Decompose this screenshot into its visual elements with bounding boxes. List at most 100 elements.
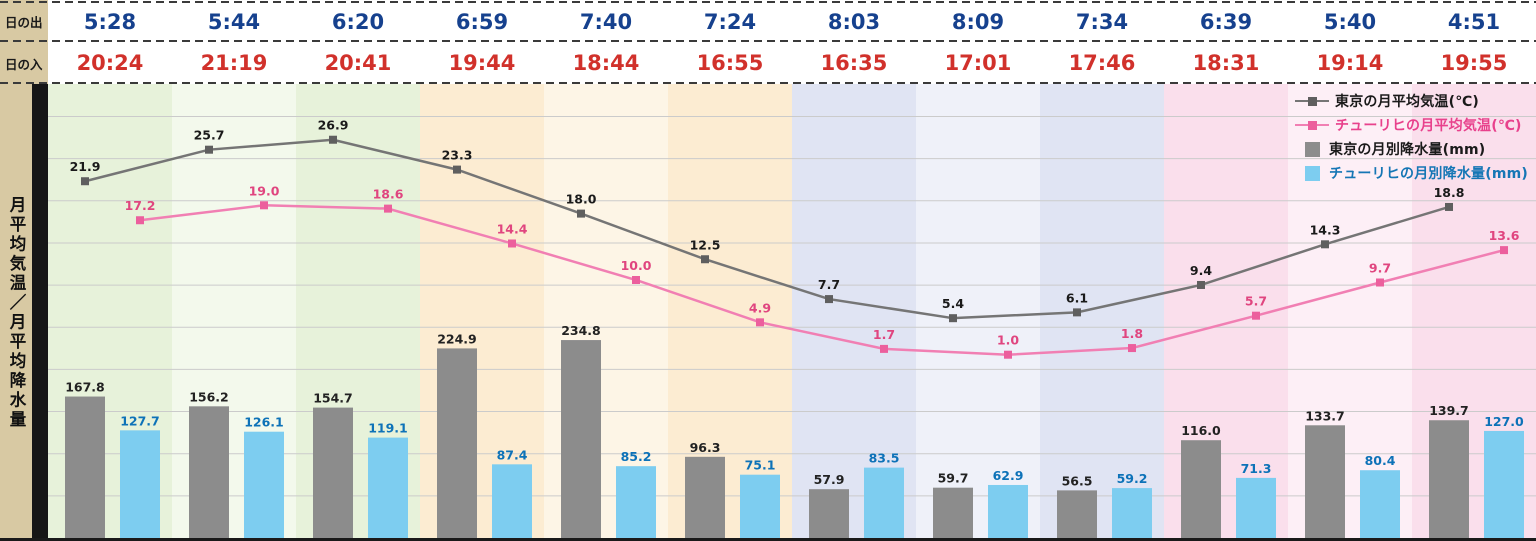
sunset-time: 18:44 xyxy=(572,51,640,75)
legend-label-zurich-temp: チューリヒの月平均気温(℃) xyxy=(1335,118,1522,134)
tokyo-precip-bar xyxy=(1429,420,1469,538)
tokyo-precip-value: 167.8 xyxy=(65,380,105,395)
tokyo-temp-value: 9.4 xyxy=(1190,263,1212,278)
sunset-time: 21:19 xyxy=(200,51,268,75)
sun-times-column: 6:20 20:41 xyxy=(296,0,420,84)
zurich-temp-marker xyxy=(1128,344,1136,353)
sun-times-column: 6:59 19:44 xyxy=(420,0,544,84)
zurich-temp-marker xyxy=(508,239,516,248)
zurich-precip-bar xyxy=(1236,477,1276,538)
sun-times-columns: 5:28 20:24 5:44 21:19 6:20 20:41 6:59 19:44 7:40… xyxy=(48,0,1536,84)
tokyo-precip-value: 59.7 xyxy=(938,471,969,486)
zurich-temp-value: 19.0 xyxy=(249,183,280,198)
tokyo-temp-line xyxy=(84,138,1450,320)
sunrise-time: 5:28 xyxy=(83,10,137,34)
tokyo-precip-value: 154.7 xyxy=(313,391,353,406)
zurich-temp-value: 1.8 xyxy=(1121,326,1143,341)
zurich-temp-value: 18.6 xyxy=(373,187,404,202)
zurich-temp-marker xyxy=(756,318,764,327)
season-band xyxy=(916,84,1040,538)
sunrise-row-label: 日の出 xyxy=(5,14,43,30)
tokyo-precip-bar xyxy=(933,487,973,538)
zurich-temp-marker xyxy=(632,276,640,284)
zurich-temp-value: 13.6 xyxy=(1489,228,1520,243)
tokyo-precip-bar xyxy=(685,456,725,538)
sunrise-time: 5:40 xyxy=(1323,10,1377,34)
zurich-temp-marker xyxy=(136,216,144,225)
tokyo-temp-marker xyxy=(81,177,89,186)
sun-times-column: 7:24 16:55 xyxy=(668,0,792,84)
zurich-temp-value: 14.4 xyxy=(497,221,528,236)
zurich-temp-value: 4.9 xyxy=(749,300,771,315)
zurich-precip-value: 127.7 xyxy=(120,413,160,428)
tokyo-precip-bar xyxy=(1305,425,1345,538)
zurich-temp-value: 1.0 xyxy=(997,333,1019,348)
sunset-time: 18:31 xyxy=(1192,51,1260,75)
zurich-temp-line-icon xyxy=(1295,120,1330,130)
sun-times-column: 5:44 21:19 xyxy=(172,0,296,84)
tokyo-temp-value: 12.5 xyxy=(690,237,721,252)
tokyo-precip-bar xyxy=(65,396,105,538)
zurich-precip-value: 80.4 xyxy=(1365,453,1396,468)
sunrise-time: 6:20 xyxy=(331,10,385,34)
zurich-precip-bar xyxy=(864,467,904,538)
zurich-temp-value: 5.7 xyxy=(1245,294,1267,309)
tokyo-precip-value: 96.3 xyxy=(690,440,721,455)
zurich-temp-value: 10.0 xyxy=(621,258,652,273)
legend-item-zurich-precip: チューリヒの月別降水量(mm) xyxy=(1295,163,1528,183)
tokyo-precip-square-icon xyxy=(1305,141,1321,157)
sun-times-column: 8:09 17:01 xyxy=(916,0,1040,84)
zurich-temp-marker xyxy=(1500,246,1508,255)
y-axis-sidebar: 月平均気温／月平均降水量 xyxy=(0,84,48,541)
zurich-precip-bar xyxy=(120,430,160,538)
tokyo-temp-value: 21.9 xyxy=(70,159,101,174)
sun-times-column: 4:51 19:55 xyxy=(1412,0,1536,84)
tokyo-precip-bar xyxy=(561,340,601,538)
zurich-precip-bar xyxy=(1360,470,1400,538)
tokyo-temp-value: 14.3 xyxy=(1310,222,1341,237)
tokyo-temp-value: 23.3 xyxy=(442,148,473,163)
tokyo-temp-value: 6.1 xyxy=(1066,290,1088,305)
zurich-temp-value: 17.2 xyxy=(125,198,156,213)
tokyo-precip-value: 133.7 xyxy=(1305,408,1345,423)
tokyo-temp-value: 5.4 xyxy=(942,296,964,311)
chart-legend: 東京の月平均気温(℃) チューリヒの月平均気温(℃) 東京の月別降水量(mm) … xyxy=(1295,91,1528,183)
tokyo-temp-value: 26.9 xyxy=(318,118,349,133)
zurich-temp-marker xyxy=(384,204,392,213)
tokyo-precip-bar xyxy=(313,407,353,538)
tokyo-temp-value: 25.7 xyxy=(194,128,225,143)
sunset-time: 19:44 xyxy=(448,51,516,75)
zurich-temp-value: 9.7 xyxy=(1369,260,1391,275)
tokyo-precip-value: 57.9 xyxy=(814,472,845,487)
legend-item-tokyo-temp: 東京の月平均気温(℃) xyxy=(1295,91,1528,111)
sun-times-column: 8:03 16:35 xyxy=(792,0,916,84)
chart-baseline xyxy=(0,538,1536,541)
tokyo-precip-bar xyxy=(1057,490,1097,538)
zurich-temp-marker xyxy=(1252,311,1260,320)
tokyo-temp-marker xyxy=(577,209,585,218)
sun-times-label-column: 日の出 日の入 xyxy=(0,0,48,84)
tokyo-precip-bar xyxy=(1181,440,1221,538)
sunset-time: 16:55 xyxy=(696,51,764,75)
tokyo-temp-marker xyxy=(1321,240,1329,249)
zurich-precip-bar xyxy=(368,437,408,538)
tokyo-temp-marker xyxy=(205,145,213,154)
zurich-precip-value: 75.1 xyxy=(745,458,776,473)
tokyo-precip-bar xyxy=(809,489,849,538)
legend-label-zurich-precip: チューリヒの月別降水量(mm) xyxy=(1329,166,1528,182)
zurich-precip-value: 59.2 xyxy=(1117,471,1148,486)
sun-times-column: 6:39 18:31 xyxy=(1164,0,1288,84)
zurich-precip-bar xyxy=(244,431,284,538)
zurich-precip-value: 62.9 xyxy=(993,468,1024,483)
sun-times-column: 7:40 18:44 xyxy=(544,0,668,84)
chart-canvas: 167.8 156.2 154.7 224.9 234.8 96.3 57.9 59.7 56.… xyxy=(48,84,1536,538)
tokyo-temp-marker xyxy=(825,295,833,304)
sun-times-column: 5:28 20:24 xyxy=(48,0,172,84)
sunset-time: 19:14 xyxy=(1316,51,1384,75)
sunset-time: 20:24 xyxy=(76,51,144,75)
sunrise-time: 7:24 xyxy=(703,10,757,34)
tokyo-temp-marker xyxy=(1445,202,1453,211)
zurich-precip-value: 126.1 xyxy=(244,415,284,430)
sunrise-time: 7:34 xyxy=(1075,10,1129,34)
legend-item-tokyo-precip: 東京の月別降水量(mm) xyxy=(1295,139,1528,159)
